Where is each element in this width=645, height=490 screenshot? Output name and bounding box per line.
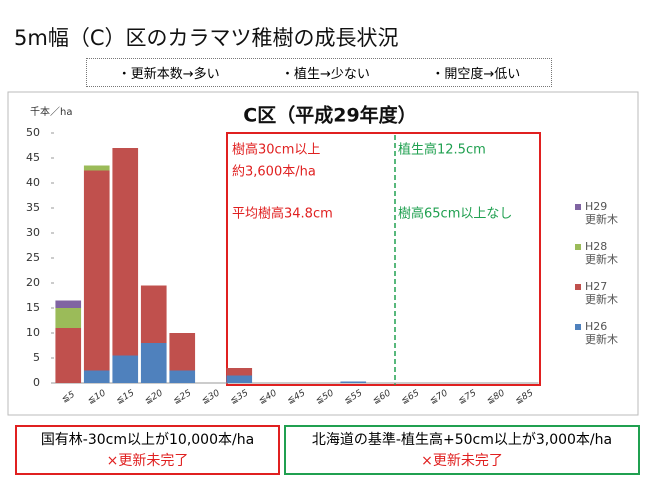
x-tick-label: ≦65 <box>400 388 422 406</box>
y-tick-label: 40 <box>26 176 40 189</box>
legend-swatch <box>575 324 581 330</box>
x-tick-label: ≦60 <box>371 388 393 406</box>
bar-segment <box>112 148 139 356</box>
box-status: ×更新未完了 <box>421 453 503 469</box>
x-tick-label: ≦5 <box>60 390 77 405</box>
y-tick-label: 35 <box>26 201 40 214</box>
box: 北海道の基準-植生高+50cm以上が3,000本/ha ×更新未完了 <box>284 425 640 475</box>
y-tick-label: 30 <box>26 226 40 239</box>
x-tick-label: ≦55 <box>343 388 365 406</box>
legend-label: H27 更新木 <box>585 280 618 306</box>
note: ・植生→少ない <box>281 67 370 82</box>
x-tick-label: ≦35 <box>229 388 251 406</box>
note: ・更新本数→多い <box>117 67 220 82</box>
y-tick-label: 0 <box>33 376 40 389</box>
bar-segment <box>83 165 110 171</box>
highlight-box <box>226 132 541 386</box>
x-tick-label: ≦50 <box>314 388 336 406</box>
note: ・開空度→低い <box>431 67 521 82</box>
annotation: 平均樹高34.8cm <box>232 206 333 222</box>
x-tick-label: ≦20 <box>143 388 165 406</box>
bar-segment <box>55 328 82 383</box>
bar-segment <box>112 355 139 383</box>
y-tick-label: 15 <box>26 301 40 314</box>
legend-label: H29 更新木 <box>585 200 618 226</box>
annotation: 約3,600本/ha <box>232 165 316 180</box>
box-text: 国有林-30cm以上が10,000本/ha <box>40 432 255 448</box>
x-tick-label: ≦10 <box>86 388 108 406</box>
chart: 千本／ha C区（平成29年度） 0 5 10 15 20 25 30 35 40 45 50 ≦5 ≦… <box>7 91 639 416</box>
bar-segment <box>169 370 196 383</box>
legend-item: H27 更新木 <box>575 280 618 306</box>
y-tick-label: 10 <box>26 326 40 339</box>
bar-segment <box>169 333 196 371</box>
y-tick-label: 45 <box>26 151 40 164</box>
bar-segment <box>83 370 110 383</box>
legend-swatch <box>575 244 581 250</box>
bar-segment <box>140 285 167 343</box>
x-tick-label: ≦30 <box>200 388 222 406</box>
bar-segment <box>55 300 82 308</box>
y-tick-label: 20 <box>26 276 40 289</box>
legend-item: H28 更新木 <box>575 240 618 266</box>
legend-label: H26 更新木 <box>585 320 618 346</box>
box-text: 北海道の基準-植生高+50cm以上が3,000本/ha <box>311 432 613 448</box>
legend-swatch <box>575 284 581 290</box>
notes: ・更新本数→多い ・植生→少ない ・開空度→低い <box>86 58 552 87</box>
annotation: 樹高65cm以上なし <box>398 206 512 222</box>
bar-segment <box>340 381 367 383</box>
y-tick-label: 25 <box>26 251 40 264</box>
x-tick-label: ≦70 <box>428 388 450 406</box>
legend-item: H26 更新木 <box>575 320 618 346</box>
legend-swatch <box>575 204 581 210</box>
annotation: 樹高30cm以上 <box>232 142 320 158</box>
bar-segment <box>140 343 167 383</box>
x-tick-label: ≦15 <box>115 388 137 406</box>
x-tick-label: ≦75 <box>457 388 479 406</box>
chart-title: C区（平成29年度） <box>243 104 416 127</box>
x-tick-label: ≦40 <box>257 388 279 406</box>
legend-label: H28 更新木 <box>585 240 618 266</box>
bar-segment <box>83 170 110 371</box>
y-tick-label: 50 <box>26 126 40 139</box>
legend-item: H29 更新木 <box>575 200 618 226</box>
chart-frame <box>7 91 639 416</box>
bar-segment <box>226 368 253 376</box>
bar-segment <box>226 375 253 383</box>
slide-title: 5m幅（C）区のカラマツ稚樹の成長状況 <box>14 26 399 50</box>
x-tick-label: ≦80 <box>485 388 507 406</box>
x-tick-label: ≦45 <box>286 388 308 406</box>
box-status: ×更新未完了 <box>106 453 189 469</box>
x-tick-label: ≦85 <box>514 388 536 406</box>
bar-segment <box>55 308 82 328</box>
y-label: 千本／ha <box>30 105 72 118</box>
y-tick-label: 5 <box>33 351 40 364</box>
x-tick-label: ≦25 <box>172 388 194 406</box>
box: 国有林-30cm以上が10,000本/ha ×更新未完了 <box>15 425 280 475</box>
annotation: 植生高12.5cm <box>398 142 486 158</box>
